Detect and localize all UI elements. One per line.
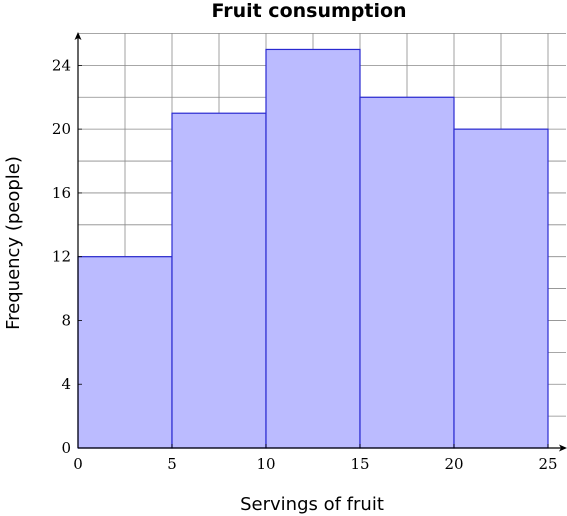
bar — [171, 112, 267, 449]
bar — [453, 128, 549, 449]
y-tick-label: 16 — [52, 184, 71, 202]
x-axis-arrow-icon — [559, 444, 567, 452]
x-tick-label: 10 — [256, 455, 275, 473]
y-tick-label: 12 — [52, 248, 71, 266]
y-axis-label: Frequency (people) — [3, 156, 24, 330]
bar — [77, 256, 173, 449]
axes — [74, 32, 567, 452]
x-tick-label: 5 — [167, 455, 177, 473]
bar — [265, 48, 361, 449]
tick-labels: 0 5 10 15 20 25 0 4 8 12 16 20 24 — [52, 56, 558, 473]
bars — [77, 48, 549, 449]
x-tick-label: 15 — [350, 455, 369, 473]
bar — [359, 96, 455, 449]
y-tick-label: 0 — [61, 439, 71, 457]
y-tick-label: 24 — [52, 56, 71, 74]
x-tick-label: 0 — [73, 455, 83, 473]
x-axis-label: Servings of fruit — [240, 494, 384, 515]
chart-title: Fruit consumption — [211, 0, 406, 22]
y-tick-label: 20 — [52, 120, 71, 138]
y-axis-arrow-icon — [74, 32, 82, 40]
y-tick-label: 8 — [61, 311, 71, 329]
x-tick-label: 25 — [538, 455, 557, 473]
y-tick-label: 4 — [61, 375, 71, 393]
x-tick-label: 20 — [444, 455, 463, 473]
